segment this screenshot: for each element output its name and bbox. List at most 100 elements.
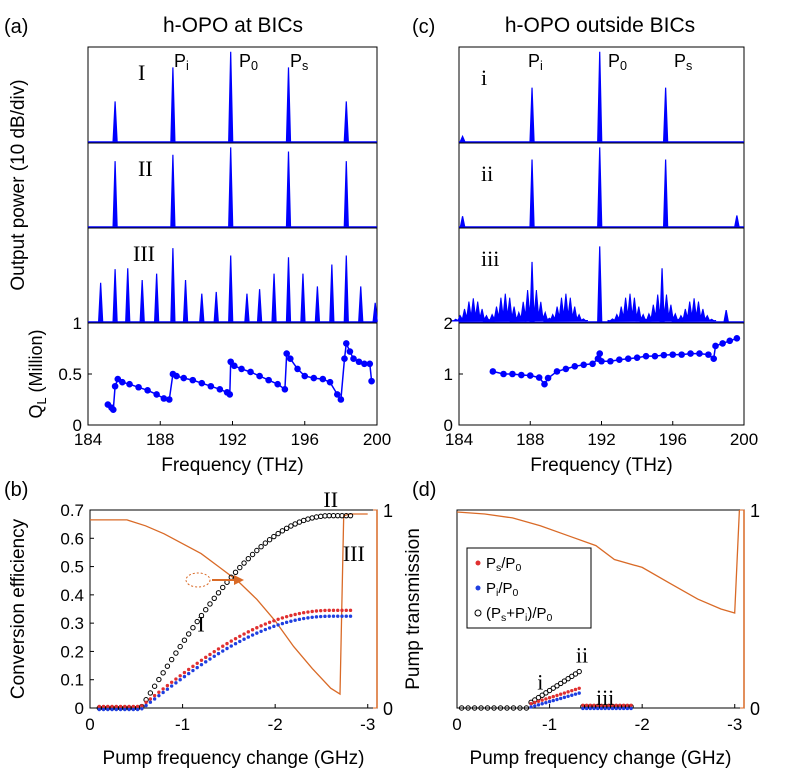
b-pi-point-101 xyxy=(238,639,242,644)
a-ql-point-42 xyxy=(355,358,363,366)
b-pi-point-107 xyxy=(246,635,251,639)
a-peak-2-4 xyxy=(154,273,160,322)
a-ql-point-32 xyxy=(301,372,309,380)
b-ps-point-22 xyxy=(127,704,131,709)
d-pi-point-23 xyxy=(555,697,559,702)
b-ps-point-82 xyxy=(212,649,216,654)
b-ps-point-151 xyxy=(310,609,314,614)
d-pi-point-41 xyxy=(577,691,581,695)
d-pi-point-32 xyxy=(566,694,570,699)
b-pi-point-116 xyxy=(259,629,263,633)
b-ps-point-40 xyxy=(152,693,157,698)
d-ps-point-1 xyxy=(529,701,533,706)
b-total-point-120 xyxy=(266,537,273,543)
b-ps-point-142 xyxy=(297,611,302,616)
c-ql-xtick-label-3: 196 xyxy=(659,430,687,449)
b-pi-point-104 xyxy=(242,637,246,641)
a-ql-point-43 xyxy=(361,360,368,368)
b-total-point-132 xyxy=(283,525,290,532)
a-ql-point-25 xyxy=(256,372,263,380)
a-peak-label-0: Pi xyxy=(174,51,189,73)
d-legend-marker-0 xyxy=(475,560,481,566)
a-ql-point-44 xyxy=(366,360,374,368)
c-peak-label-1: P0 xyxy=(608,51,627,73)
d-ps-point-73 xyxy=(618,703,622,708)
d-pi-point-53 xyxy=(592,706,596,711)
b-pi-point-35 xyxy=(144,703,148,708)
a-ql-point-14 xyxy=(180,374,188,382)
b-pi-point-149 xyxy=(306,616,310,620)
b-total-point-135 xyxy=(288,523,294,529)
d-total-point-15 xyxy=(546,687,553,694)
b-pi-point-68 xyxy=(191,668,195,673)
d-pi-point-62 xyxy=(603,706,607,711)
d-total-point-21 xyxy=(554,683,560,689)
a-ql-point-16 xyxy=(198,379,206,387)
b-total-point-87 xyxy=(220,584,226,591)
d-pi-point-68 xyxy=(610,706,615,711)
b-annotation-I: I xyxy=(197,612,204,637)
c-ql-xtick-label-0: 184 xyxy=(445,430,473,449)
c-ql-point-4 xyxy=(526,372,534,379)
panel-a-title: h-OPO at BICs xyxy=(163,14,303,37)
b-total-point-54 xyxy=(173,650,179,656)
b-total-point-48 xyxy=(164,663,171,669)
b-pi-point-47 xyxy=(161,690,165,695)
a-ql-point-37 xyxy=(337,396,345,403)
b-ytick-label-0: 0 xyxy=(75,699,84,718)
d-pi-point-26 xyxy=(558,696,563,701)
a-peak-1-4 xyxy=(343,161,349,227)
c-ql-ytick-label-1: 1 xyxy=(444,365,453,384)
d-ps-point-22 xyxy=(555,693,559,698)
a-peak-1-2 xyxy=(228,147,234,227)
d-transmission-curve xyxy=(456,509,741,614)
a-peak-0-2 xyxy=(228,51,234,142)
b-pi-point-53 xyxy=(169,684,174,688)
a-peak-2-14 xyxy=(300,273,306,322)
a-ql-point-18 xyxy=(216,386,224,393)
a-ql-point-27 xyxy=(274,380,281,388)
b-ps-point-103 xyxy=(242,632,246,636)
a-ql-line xyxy=(107,340,373,412)
d-pi-point-20 xyxy=(551,698,555,703)
c-ql-point-24 xyxy=(678,351,685,358)
b-pi-point-32 xyxy=(140,707,144,711)
b-ps-point-70 xyxy=(195,661,199,665)
d-total-point-18 xyxy=(550,685,556,691)
b-ps-point-106 xyxy=(246,630,251,634)
b-ps-point-148 xyxy=(306,610,310,614)
b-total-point-69 xyxy=(194,618,200,625)
c-ql-point-31 xyxy=(726,337,734,345)
b-pi-point-29 xyxy=(135,707,140,712)
c-peak-0-0 xyxy=(459,134,466,142)
c-spectrum-label-i: i xyxy=(481,65,487,90)
b-total-point-84 xyxy=(215,590,222,596)
b-xtick-label-3: -3 xyxy=(360,715,375,734)
b-xlabel: Pump frequency change (GHz) xyxy=(103,748,365,769)
c-peak-label-2: Ps xyxy=(674,51,692,73)
b-ps-point-166 xyxy=(331,608,336,613)
a-peak-1-1 xyxy=(170,154,176,227)
b-pi-point-44 xyxy=(157,693,161,698)
a-peak-2-13 xyxy=(285,257,292,322)
b-pi-point-167 xyxy=(331,614,336,618)
b-pi-point-152 xyxy=(310,615,314,620)
b-total-point-45 xyxy=(160,670,166,676)
b-pi-point-158 xyxy=(319,614,323,619)
a-peak-2-9 xyxy=(228,255,234,322)
c-ql-point-17 xyxy=(616,356,623,364)
b-arrow-head xyxy=(234,575,244,585)
a-peak-2-8 xyxy=(213,291,219,322)
b-total-point-126 xyxy=(275,530,281,537)
c-peak-2-1 xyxy=(597,246,603,322)
b-pi-point-83 xyxy=(212,654,216,658)
b-pi-point-86 xyxy=(216,651,221,656)
a-ql-point-20 xyxy=(226,391,234,398)
b-ps-point-7 xyxy=(106,704,110,709)
a-ql-xtick-label-3: 196 xyxy=(291,430,319,449)
d-pi-point-77 xyxy=(621,706,626,711)
d-legend-label-0: Ps/P0 xyxy=(486,555,521,574)
c-ql-point-15 xyxy=(598,357,605,365)
a-peak-2-10 xyxy=(244,293,250,322)
b-pi-point-125 xyxy=(272,624,276,629)
